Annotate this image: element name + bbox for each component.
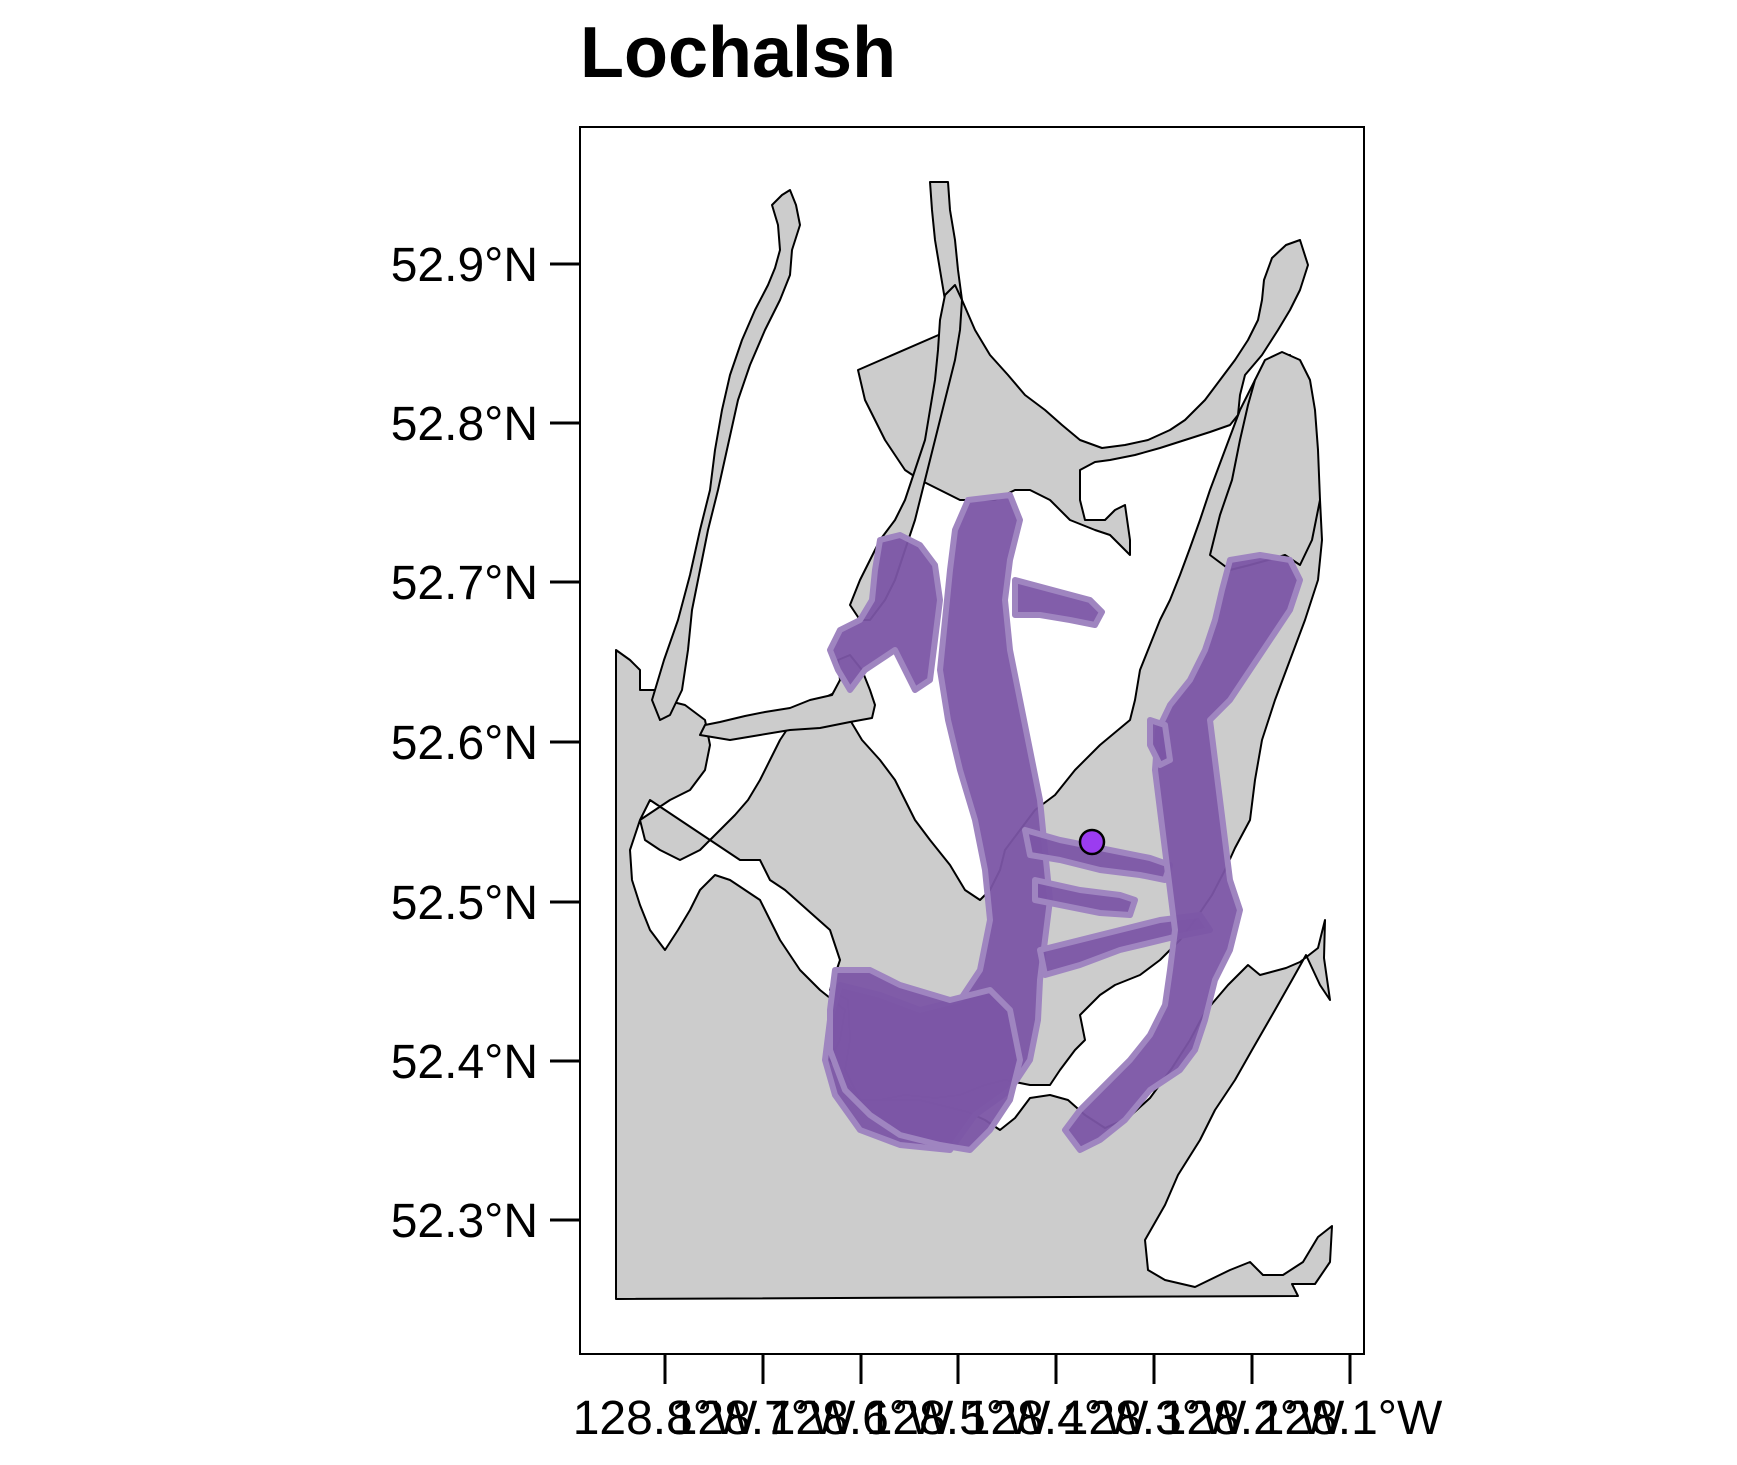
x-axis <box>663 1354 1352 1384</box>
habitat-main-channel <box>822 492 1053 1153</box>
y-axis <box>550 262 580 1222</box>
y-tick-label: 52.8°N <box>391 398 538 451</box>
x-tick-label: 128.8°W <box>573 1392 758 1445</box>
habitat-northwest-branch <box>827 532 943 693</box>
x-tick-label: 128.4°W <box>964 1392 1149 1445</box>
habitat-south-bay <box>827 967 1023 1153</box>
habitat-east-channel <box>1062 552 1303 1153</box>
west-inlet <box>651 189 801 721</box>
x-tick-labels: 128.8°W 128.7°W 128.6°W 128.5°W 128.4°W … <box>573 1392 1443 1445</box>
y-tick-label: 52.3°N <box>391 1195 538 1248</box>
y-tick-label: 52.9°N <box>391 239 538 292</box>
central-north-arm <box>857 181 1309 556</box>
y-tick-label: 52.6°N <box>391 717 538 770</box>
y-tick-label: 52.4°N <box>391 1036 538 1089</box>
y-tick-label: 52.7°N <box>391 557 538 610</box>
y-tick-label: 52.5°N <box>391 877 538 930</box>
map-title: Lochalsh <box>580 13 897 93</box>
x-tick-label: 128.5°W <box>866 1392 1051 1445</box>
x-tick-label: 128.2°W <box>1160 1392 1345 1445</box>
site-marker[interactable] <box>1078 828 1106 856</box>
water-layer <box>615 181 1333 1300</box>
habitat-cross-channel-2 <box>1032 877 1138 918</box>
x-tick-label: 128.1°W <box>1258 1392 1443 1445</box>
y-tick-labels: 52.9°N 52.8°N 52.7°N 52.6°N 52.5°N 52.4°… <box>391 239 538 1248</box>
habitat-layer <box>822 492 1303 1153</box>
habitat-east-spur <box>1147 717 1173 768</box>
habitat-north-spur <box>1012 577 1105 628</box>
x-tick-label: 128.7°W <box>671 1392 856 1445</box>
x-tick-label: 128.6°W <box>769 1392 954 1445</box>
x-tick-label: 128.3°W <box>1062 1392 1247 1445</box>
